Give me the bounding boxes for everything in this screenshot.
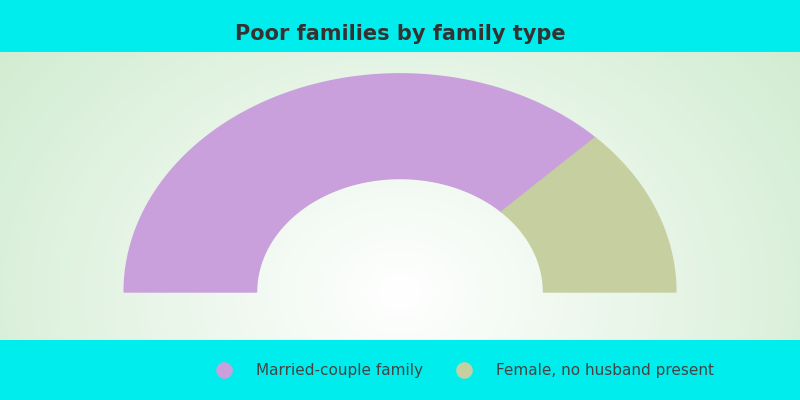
Polygon shape [502, 138, 676, 292]
Text: Poor families by family type: Poor families by family type [234, 24, 566, 44]
Polygon shape [124, 74, 595, 292]
Text: Female, no husband present: Female, no husband present [496, 362, 714, 378]
Text: Married-couple family: Married-couple family [256, 362, 423, 378]
